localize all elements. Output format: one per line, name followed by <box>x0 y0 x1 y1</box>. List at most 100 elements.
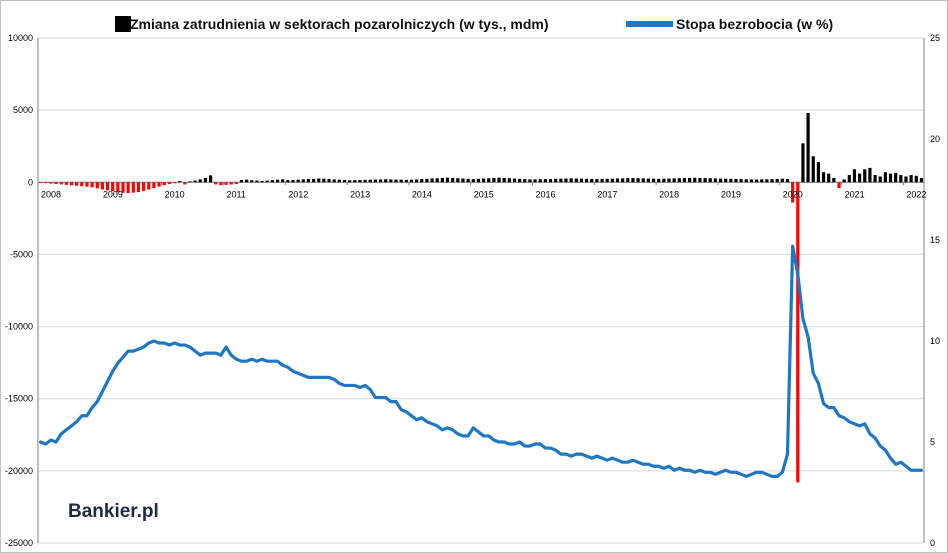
employment-bar <box>317 178 321 183</box>
legend-employment-label: Zmiana zatrudnienia w sektorach pozaroln… <box>130 16 549 32</box>
employment-bar <box>904 176 908 183</box>
employment-bar <box>38 182 43 184</box>
employment-bar <box>451 177 455 183</box>
employment-bar <box>894 172 898 183</box>
employment-bar <box>95 182 99 189</box>
employment-bar <box>368 179 372 183</box>
year-label-2008: 2008 <box>41 189 61 199</box>
employment-bar <box>852 169 857 183</box>
employment-bar <box>440 177 444 183</box>
employment-bar <box>239 179 244 183</box>
employment-bar <box>708 178 712 183</box>
employment-bar <box>816 162 820 183</box>
employment-bar <box>528 179 532 183</box>
employment-bar <box>461 178 465 183</box>
employment-bar <box>507 178 511 183</box>
employment-bar <box>785 178 790 183</box>
employment-bar <box>301 179 305 183</box>
employment-bar <box>821 172 826 183</box>
employment-bar <box>378 179 383 183</box>
employment-bar <box>682 178 687 183</box>
employment-bar <box>574 178 578 183</box>
left-tick-label: -15000 <box>5 394 33 404</box>
employment-bar <box>435 178 439 183</box>
year-label-2010: 2010 <box>165 189 185 199</box>
employment-bar <box>909 175 913 183</box>
employment-bar <box>863 169 867 183</box>
employment-bar <box>54 182 58 185</box>
employment-bar <box>765 179 769 183</box>
employment-bar <box>868 167 872 183</box>
employment-bar <box>296 179 300 183</box>
employment-bar <box>456 178 460 183</box>
employment-bar <box>64 182 68 185</box>
employment-bar <box>754 179 759 183</box>
employment-bar <box>152 182 156 189</box>
employment-bar <box>265 180 269 183</box>
employment-bar <box>636 178 640 183</box>
right-tick-label: 15 <box>930 235 940 245</box>
left-tick-label: -10000 <box>5 322 33 332</box>
employment-bar <box>775 178 779 183</box>
employment-bar <box>404 179 408 183</box>
left-tick-label: 0 <box>28 177 33 187</box>
employment-bar <box>111 182 115 192</box>
employment-bar <box>847 175 851 183</box>
employment-bar <box>605 178 609 183</box>
year-label-2018: 2018 <box>659 189 679 199</box>
employment-bar <box>100 182 104 190</box>
employment-bar <box>873 175 877 183</box>
year-label-2021: 2021 <box>845 189 865 199</box>
employment-bar <box>739 179 743 183</box>
employment-bar <box>512 178 517 183</box>
employment-bar <box>420 179 424 183</box>
employment-bar <box>214 182 218 185</box>
employment-bar <box>203 177 208 183</box>
employment-bar <box>667 178 671 183</box>
left-tick-label: -5000 <box>10 249 33 259</box>
employment-bar <box>116 182 120 193</box>
employment-bar <box>476 178 481 183</box>
employment-bar <box>193 180 197 183</box>
employment-bar <box>327 178 331 183</box>
employment-bar <box>518 178 522 183</box>
year-labels: 2008 2009 2010 2011 2012 2013 2014 2015 2016 2017… <box>37 182 926 199</box>
employment-bar <box>445 177 450 183</box>
right-tick-label: 25 <box>930 33 940 43</box>
employment-bar <box>219 182 223 186</box>
employment-bar <box>157 182 161 187</box>
employment-bar <box>585 178 589 183</box>
employment-bar <box>291 179 295 183</box>
employment-bar <box>523 179 527 183</box>
employment-bar <box>749 179 754 183</box>
employment-bar <box>579 178 584 183</box>
employment-bar <box>672 178 676 183</box>
employment-bar <box>492 177 496 183</box>
employment-bar <box>698 177 702 183</box>
employment-bar <box>322 178 326 183</box>
year-label-2011: 2011 <box>226 189 245 199</box>
employment-bar <box>131 182 135 193</box>
employment-bar <box>703 178 707 183</box>
employment-bar <box>306 179 311 183</box>
employment-bar <box>255 180 259 183</box>
employment-bar <box>348 180 352 183</box>
employment-bar <box>270 180 274 183</box>
employment-bar <box>389 179 393 183</box>
employment-bar <box>85 182 89 187</box>
employment-bar <box>878 176 882 183</box>
employment-bar <box>626 178 630 183</box>
left-axis-ticks: 10000 5000 0 -5000 -10000 -15000 -20000 -25000 <box>5 33 33 548</box>
employment-bar <box>281 179 285 183</box>
employment-bar <box>615 178 620 183</box>
employment-bar <box>69 182 74 186</box>
employment-bar <box>234 182 238 185</box>
employment-bar <box>718 178 723 183</box>
employment-bar <box>919 177 924 183</box>
employment-bar <box>621 178 625 183</box>
employment-bar <box>497 177 501 183</box>
employment-bar <box>126 182 130 194</box>
employment-bar <box>543 179 547 183</box>
